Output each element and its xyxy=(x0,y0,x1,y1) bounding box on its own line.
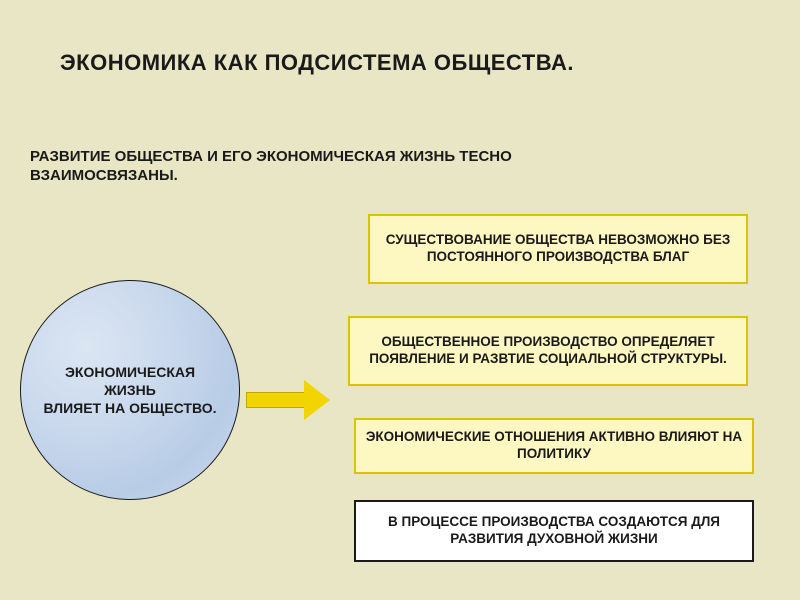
economic-life-circle: ЭКОНОМИЧЕСКАЯ ЖИЗНЬВЛИЯЕТ НА ОБЩЕСТВО. xyxy=(20,280,240,500)
slide: ЭКОНОМИКА КАК ПОДСИСТЕМА ОБЩЕСТВА. РАЗВИ… xyxy=(0,0,800,600)
arrow-shaft xyxy=(246,392,304,408)
arrow-right xyxy=(246,380,330,420)
slide-title: ЭКОНОМИКА КАК ПОДСИСТЕМА ОБЩЕСТВА. xyxy=(60,50,574,76)
box-politics: ЭКОНОМИЧЕСКИЕ ОТНОШЕНИЯ АКТИВНО ВЛИЯЮТ Н… xyxy=(354,418,754,474)
box-text: В ПРОЦЕССЕ ПРОИЗВОДСТВА СОЗДАЮТСЯ ДЛЯ РА… xyxy=(364,514,744,548)
circle-text: ЭКОНОМИЧЕСКАЯ ЖИЗНЬВЛИЯЕТ НА ОБЩЕСТВО. xyxy=(41,363,219,418)
arrow-head xyxy=(304,380,330,420)
box-spiritual-life: В ПРОЦЕССЕ ПРОИЗВОДСТВА СОЗДАЮТСЯ ДЛЯ РА… xyxy=(354,500,754,562)
slide-subtitle: РАЗВИТИЕ ОБЩЕСТВА И ЕГО ЭКОНОМИЧЕСКАЯ ЖИ… xyxy=(30,148,590,186)
box-text: СУЩЕСТВОВАНИЕ ОБЩЕСТВА НЕВОЗМОЖНО БЕЗ ПО… xyxy=(378,232,738,266)
box-social-structure: ОБЩЕСТВЕННОЕ ПРОИЗВОДСТВО ОПРЕДЕЛЯЕТ ПОЯ… xyxy=(348,316,748,386)
box-goods-production: СУЩЕСТВОВАНИЕ ОБЩЕСТВА НЕВОЗМОЖНО БЕЗ ПО… xyxy=(368,214,748,284)
box-text: ЭКОНОМИЧЕСКИЕ ОТНОШЕНИЯ АКТИВНО ВЛИЯЮТ Н… xyxy=(364,429,744,463)
box-text: ОБЩЕСТВЕННОЕ ПРОИЗВОДСТВО ОПРЕДЕЛЯЕТ ПОЯ… xyxy=(358,334,738,368)
